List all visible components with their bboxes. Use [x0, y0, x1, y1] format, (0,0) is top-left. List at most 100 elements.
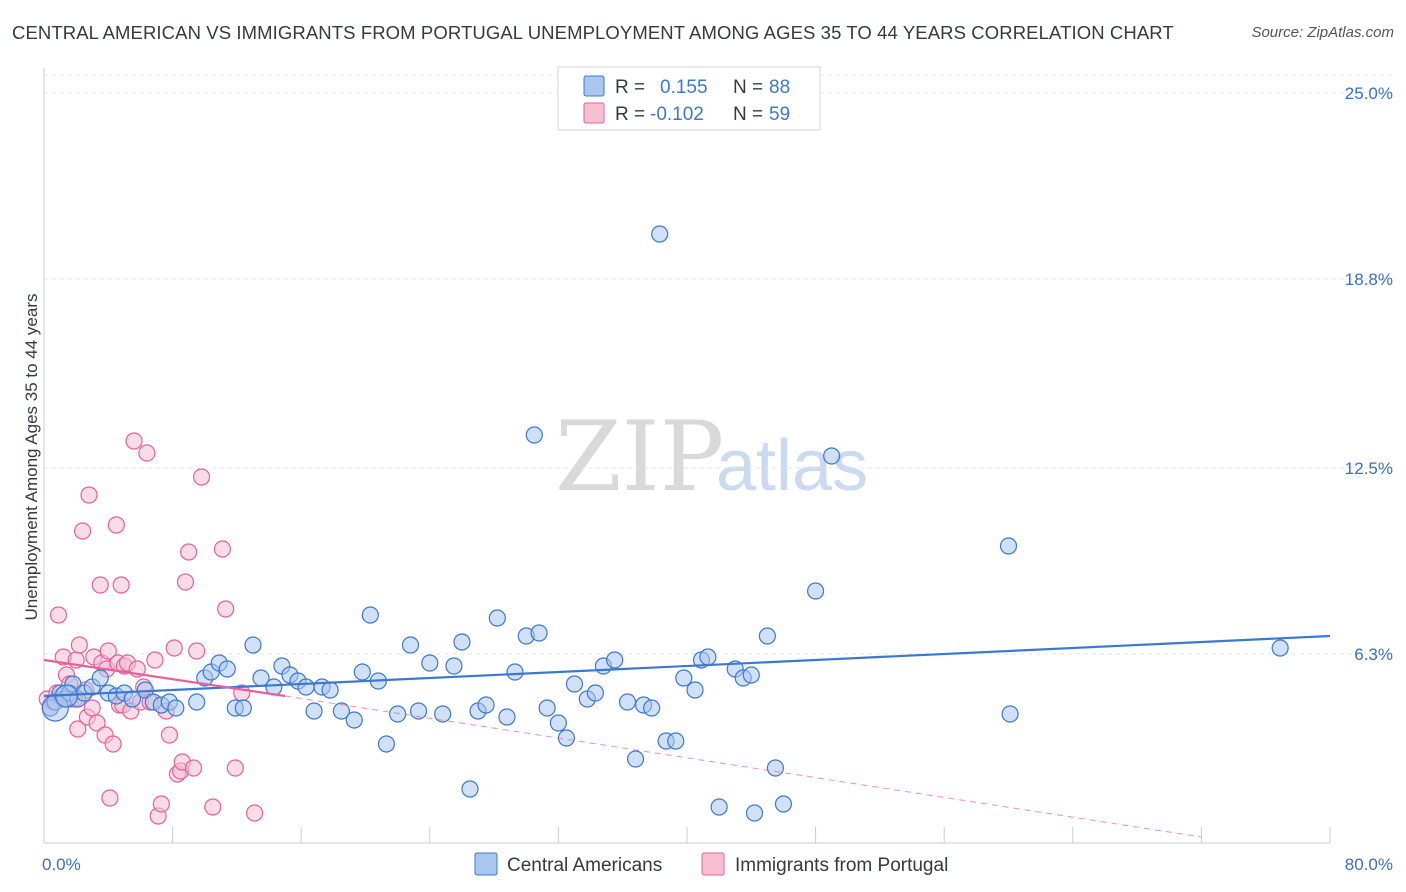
- data-point: [477, 696, 495, 714]
- data-point: [91, 669, 109, 687]
- legend-swatch-pink: [583, 102, 605, 124]
- data-point: [506, 663, 524, 681]
- data-point: [498, 708, 516, 726]
- data-point: [218, 660, 236, 678]
- data-point: [188, 693, 206, 711]
- legend-n-value-pink: 59: [769, 104, 790, 125]
- y-tick-label: 18.8%: [1345, 270, 1393, 289]
- data-point: [146, 651, 164, 669]
- legend-n-label-pink: N =: [733, 104, 763, 125]
- data-point: [774, 795, 793, 813]
- data-point: [107, 516, 125, 534]
- data-point: [244, 636, 262, 654]
- trend-line-portugal-extrapolated: [285, 695, 1202, 838]
- correlation-legend: R = 0.155 N = 88 R = -0.102 N = 59: [557, 66, 821, 131]
- data-point: [421, 654, 439, 672]
- x-tick-label-min: 0.0%: [42, 855, 81, 874]
- data-point: [745, 804, 764, 822]
- data-point: [49, 606, 68, 624]
- series-central-americans-points: [41, 225, 1289, 822]
- data-point: [80, 486, 98, 504]
- data-point: [88, 714, 106, 732]
- data-point: [188, 642, 206, 660]
- data-point: [530, 624, 548, 642]
- source-label: Source: ZipAtlas.com: [1251, 24, 1394, 41]
- watermark-atlas: atlas: [716, 426, 868, 506]
- data-point: [525, 426, 543, 444]
- data-point: [99, 642, 117, 660]
- series-portugal-points: [38, 432, 264, 825]
- data-point: [651, 225, 669, 243]
- gridlines: [44, 74, 1393, 655]
- data-point: [192, 468, 211, 486]
- data-point: [401, 636, 420, 654]
- data-point: [461, 780, 479, 798]
- data-point: [69, 720, 87, 738]
- data-point: [104, 735, 122, 753]
- bottom-legend-swatch-pink: [701, 852, 725, 876]
- data-point: [586, 684, 604, 702]
- data-point: [83, 699, 101, 717]
- data-point: [70, 636, 88, 654]
- data-point: [138, 444, 156, 462]
- data-point: [823, 447, 841, 465]
- trend-line-portugal: [43, 658, 286, 698]
- legend-r-label-pink: R =: [615, 104, 645, 125]
- legend-n-value-blue: 88: [769, 77, 790, 98]
- data-point: [606, 651, 624, 669]
- data-point: [167, 699, 185, 717]
- data-point: [565, 675, 584, 693]
- data-point: [806, 582, 825, 600]
- bottom-legend-central-americans: Central Americans: [507, 855, 662, 876]
- data-point: [184, 759, 203, 777]
- data-point: [204, 798, 222, 816]
- data-point: [226, 759, 244, 777]
- data-point: [699, 648, 717, 666]
- data-point: [710, 798, 728, 816]
- data-point: [999, 537, 1018, 555]
- data-point: [675, 669, 693, 687]
- data-point: [766, 759, 785, 777]
- data-point: [101, 789, 119, 807]
- x-tick-label-max: 80.0%: [1345, 855, 1393, 874]
- data-point: [353, 663, 371, 681]
- data-point: [152, 795, 170, 813]
- data-point: [1271, 639, 1289, 657]
- y-axis-label: Unemployment Among Ages 35 to 44 years: [22, 294, 41, 621]
- data-point: [618, 693, 637, 711]
- data-point: [165, 639, 183, 657]
- data-point: [217, 600, 235, 618]
- data-point: [321, 681, 339, 699]
- y-tick-label: 6.3%: [1354, 645, 1393, 664]
- data-point: [180, 543, 198, 561]
- data-point: [758, 627, 776, 645]
- data-point: [234, 699, 252, 717]
- trend-lines: [43, 634, 1331, 838]
- data-point: [445, 657, 463, 675]
- data-point: [305, 702, 323, 720]
- bottom-legend-portugal: Immigrants from Portugal: [735, 855, 948, 876]
- legend-r-value-pink: -0.102: [650, 104, 704, 125]
- trend-line-central-americans: [43, 634, 1331, 698]
- chart-title: CENTRAL AMERICAN VS IMMIGRANTS FROM PORT…: [12, 22, 1174, 43]
- data-point: [297, 678, 315, 696]
- data-point: [332, 702, 350, 720]
- y-tick-labels: 6.3% 12.5% 18.8% 25.0%: [1345, 84, 1393, 664]
- data-point: [345, 711, 363, 729]
- data-point: [488, 609, 506, 627]
- data-point: [549, 714, 568, 732]
- data-point: [125, 432, 143, 450]
- y-tick-label: 12.5%: [1345, 459, 1393, 478]
- data-point: [434, 705, 452, 723]
- bottom-legend-swatch-blue: [474, 852, 498, 876]
- legend-swatch-blue: [583, 75, 605, 97]
- legend-n-label-blue: N =: [733, 77, 763, 98]
- data-point: [213, 540, 232, 558]
- data-point: [453, 633, 471, 651]
- data-point: [160, 726, 178, 744]
- data-point: [176, 573, 195, 591]
- data-point: [742, 666, 760, 684]
- legend-r-value-blue: 0.155: [660, 77, 708, 98]
- data-point: [1001, 705, 1019, 723]
